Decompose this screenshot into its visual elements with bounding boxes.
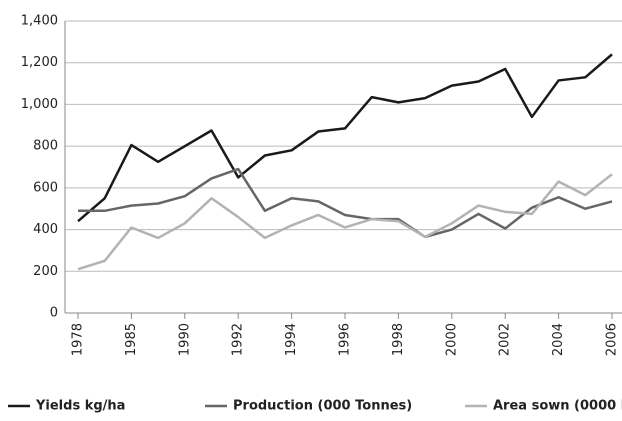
y-tick-label: 1,200 xyxy=(21,55,58,70)
y-tick-label: 1,400 xyxy=(21,14,58,29)
x-tick-label: 1985 xyxy=(124,323,139,356)
y-tick-label: 800 xyxy=(33,139,58,154)
x-tick-label: 1998 xyxy=(391,323,406,356)
y-tick-label: 0 xyxy=(50,306,58,321)
x-tick-label: 2004 xyxy=(551,323,566,356)
series-line xyxy=(77,53,613,223)
legend-label: Area sown (0000 ha) xyxy=(493,399,622,414)
series-line xyxy=(78,167,613,239)
legend-label: Production (000 Tonnes) xyxy=(233,399,412,414)
x-tick-label: 1994 xyxy=(284,323,299,356)
y-tick-label: 400 xyxy=(33,222,58,237)
x-tick-label: 2000 xyxy=(444,323,459,356)
x-tick-label: 1978 xyxy=(71,323,86,356)
x-tick-label: 1996 xyxy=(338,323,353,356)
x-tick-label: 2002 xyxy=(498,323,513,356)
y-tick-label: 1,000 xyxy=(21,97,58,112)
x-tick-label: 2006 xyxy=(605,323,620,356)
legend-label: Yields kg/ha xyxy=(35,399,125,414)
x-tick-label: 1992 xyxy=(231,323,246,356)
y-tick-label: 600 xyxy=(33,180,58,195)
x-tick-label: 1990 xyxy=(177,323,192,356)
series-line xyxy=(77,173,613,271)
y-tick-label: 200 xyxy=(33,264,58,279)
